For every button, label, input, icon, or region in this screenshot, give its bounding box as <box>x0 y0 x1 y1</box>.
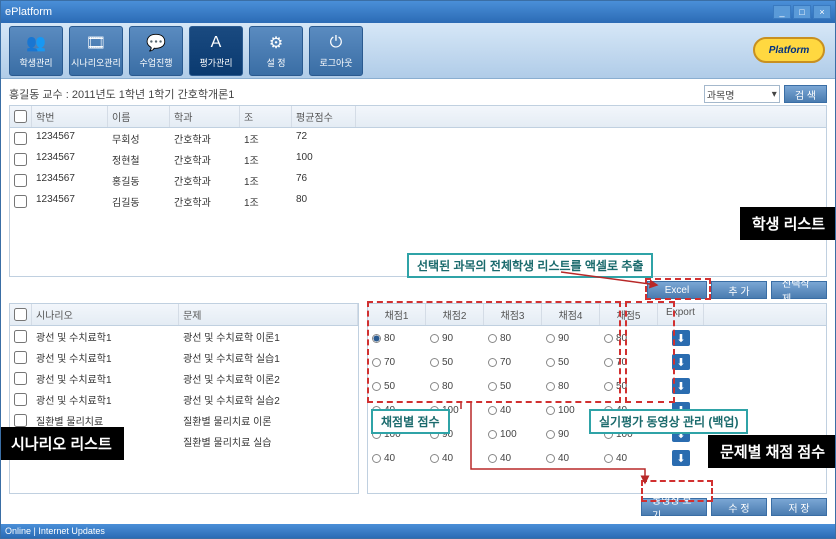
delete-selected-button[interactable]: 선택삭제 <box>771 281 827 299</box>
toolbar-btn-5[interactable]: ⏻ 로그아웃 <box>309 26 363 76</box>
chevron-down-icon: ▾ <box>772 89 777 100</box>
col-name: 이름 <box>108 106 170 127</box>
row-checkbox[interactable] <box>14 131 27 146</box>
table-row[interactable]: 광선 및 수치료학1광선 및 수치료학 이론1 <box>10 326 358 347</box>
table-row[interactable]: 광선 및 수치료학1광선 및 수치료학 실습2 <box>10 389 358 410</box>
titlebar: ePlatform _ □ × <box>1 1 835 23</box>
table-row[interactable]: 1234567김길동간호학과1조80 <box>10 191 826 212</box>
download-button[interactable]: ⬇ <box>672 450 690 466</box>
toolbar-icon: 💬 <box>144 32 168 54</box>
radio-icon[interactable] <box>604 454 613 463</box>
video-button-highlight <box>641 480 713 502</box>
app-window: ePlatform _ □ × 👥 학생관리 🎞 시나리오관리 💬 수업진행 A 평가관리 ⚙ 설… <box>0 0 836 539</box>
radio-icon[interactable] <box>546 406 555 415</box>
close-button[interactable]: × <box>813 5 831 19</box>
scenario-table-head: 시나리오 문제 <box>10 304 358 326</box>
add-button[interactable]: 추 가 <box>711 281 767 299</box>
edit-button[interactable]: 수 정 <box>711 498 767 516</box>
toolbar-label: 학생관리 <box>19 56 52 69</box>
toolbar-label: 로그아웃 <box>319 56 352 69</box>
col-student-id: 학번 <box>32 106 108 127</box>
toolbar-icon: ⏻ <box>324 32 348 54</box>
col-department: 학과 <box>170 106 240 127</box>
row-checkbox[interactable] <box>14 329 27 344</box>
radio-icon[interactable] <box>372 454 381 463</box>
main-toolbar: 👥 학생관리 🎞 시나리오관리 💬 수업진행 A 평가관리 ⚙ 설 정 ⏻ 로그아웃 Platform <box>1 23 835 79</box>
logo-text: Platform <box>769 45 810 56</box>
score-cell[interactable]: 40 <box>600 446 658 470</box>
radio-icon[interactable] <box>546 430 555 439</box>
check-all-students[interactable] <box>14 110 27 123</box>
score-cell[interactable]: 40 <box>426 446 484 470</box>
toolbar-btn-1[interactable]: 🎞 시나리오관리 <box>69 26 123 76</box>
search-button[interactable]: 검 색 <box>784 85 827 103</box>
toolbar-btn-2[interactable]: 💬 수업진행 <box>129 26 183 76</box>
label-scenario-list: 시나리오 리스트 <box>1 427 124 460</box>
export-column-highlight <box>625 301 675 403</box>
label-student-list: 학생 리스트 <box>740 207 835 240</box>
toolbar-label: 평가관리 <box>199 56 232 69</box>
maximize-button[interactable]: □ <box>793 5 811 19</box>
toolbar-btn-0[interactable]: 👥 학생관리 <box>9 26 63 76</box>
save-button[interactable]: 저 장 <box>771 498 827 516</box>
table-row[interactable]: 광선 및 수치료학1광선 및 수치료학 실습1 <box>10 347 358 368</box>
table-row[interactable]: 광선 및 수치료학1광선 및 수치료학 이론2 <box>10 368 358 389</box>
toolbar-icon: 👥 <box>24 32 48 54</box>
table-row[interactable]: 1234567정현철간호학과1조100 <box>10 149 826 170</box>
student-table-head: 학번 이름 학과 조 평균점수 <box>10 106 826 128</box>
radio-icon[interactable] <box>546 454 555 463</box>
toolbar-label: 설 정 <box>266 56 285 69</box>
radio-icon[interactable] <box>488 454 497 463</box>
toolbar-label: 시나리오관리 <box>71 56 121 69</box>
score-cell[interactable]: 40 <box>368 446 426 470</box>
row-checkbox[interactable] <box>14 392 27 407</box>
breadcrumb-text: 홍길동 교수 : 2011년도 1학년 1학기 간호학개론1 <box>9 86 234 102</box>
score-cell[interactable]: 40 <box>542 446 600 470</box>
row-checkbox[interactable] <box>14 173 27 188</box>
student-table: 학번 이름 학과 조 평균점수 1234567무회성간호학과1조72123456… <box>9 105 827 277</box>
col-avg-score: 평균점수 <box>292 106 356 127</box>
row-checkbox[interactable] <box>14 194 27 209</box>
check-all-scenarios[interactable] <box>14 308 27 321</box>
window-controls: _ □ × <box>773 5 831 19</box>
radio-icon[interactable] <box>488 430 497 439</box>
row-checkbox[interactable] <box>14 350 27 365</box>
row-checkbox[interactable] <box>14 152 27 167</box>
radio-icon[interactable] <box>430 454 439 463</box>
col-group: 조 <box>240 106 292 127</box>
statusbar: Online | Internet Updates <box>1 524 835 538</box>
window-title: ePlatform <box>5 6 52 18</box>
toolbar-icon: A <box>204 32 228 54</box>
row-checkbox[interactable] <box>14 413 27 428</box>
radio-icon[interactable] <box>488 406 497 415</box>
toolbar-btn-4[interactable]: ⚙ 설 정 <box>249 26 303 76</box>
score-cell[interactable]: 100 <box>484 422 542 446</box>
row-checkbox[interactable] <box>14 371 27 386</box>
platform-logo: Platform <box>753 37 825 63</box>
status-text: Online | Internet Updates <box>5 526 105 536</box>
callout-video-mgmt: 실기평가 동영상 관리 (백업) <box>589 409 748 434</box>
score-cell[interactable]: 40 <box>484 446 542 470</box>
scenario-table: 시나리오 문제 광선 및 수치료학1광선 및 수치료학 이론1광선 및 수치료학… <box>9 303 359 494</box>
toolbar-icon: 🎞 <box>84 32 108 54</box>
toolbar-btn-3[interactable]: A 평가관리 <box>189 26 243 76</box>
label-question-score: 문제별 채점 점수 <box>708 435 835 468</box>
toolbar-icon: ⚙ <box>264 32 288 54</box>
subheader: 홍길동 교수 : 2011년도 1학년 1학기 간호학개론1 과목명 ▾ 검 색 <box>9 83 827 105</box>
callout-score-per: 채점별 점수 <box>371 409 450 434</box>
col-scenario: 시나리오 <box>32 304 179 325</box>
table-row[interactable]: 1234567홍길동간호학과1조76 <box>10 170 826 191</box>
toolbar-label: 수업진행 <box>139 56 172 69</box>
score-columns-highlight <box>367 301 621 403</box>
minimize-button[interactable]: _ <box>773 5 791 19</box>
col-problem: 문제 <box>179 304 358 325</box>
table-row[interactable]: 1234567무회성간호학과1조72 <box>10 128 826 149</box>
excel-highlight <box>645 278 711 300</box>
content-area: 홍길동 교수 : 2011년도 1학년 1학기 간호학개론1 과목명 ▾ 검 색… <box>1 79 835 524</box>
callout-export-excel: 선택된 과목의 전체학생 리스트를 액셀로 추출 <box>407 253 653 278</box>
export-cell: ⬇ <box>658 446 704 470</box>
subject-combo[interactable]: 과목명 ▾ <box>704 85 780 103</box>
